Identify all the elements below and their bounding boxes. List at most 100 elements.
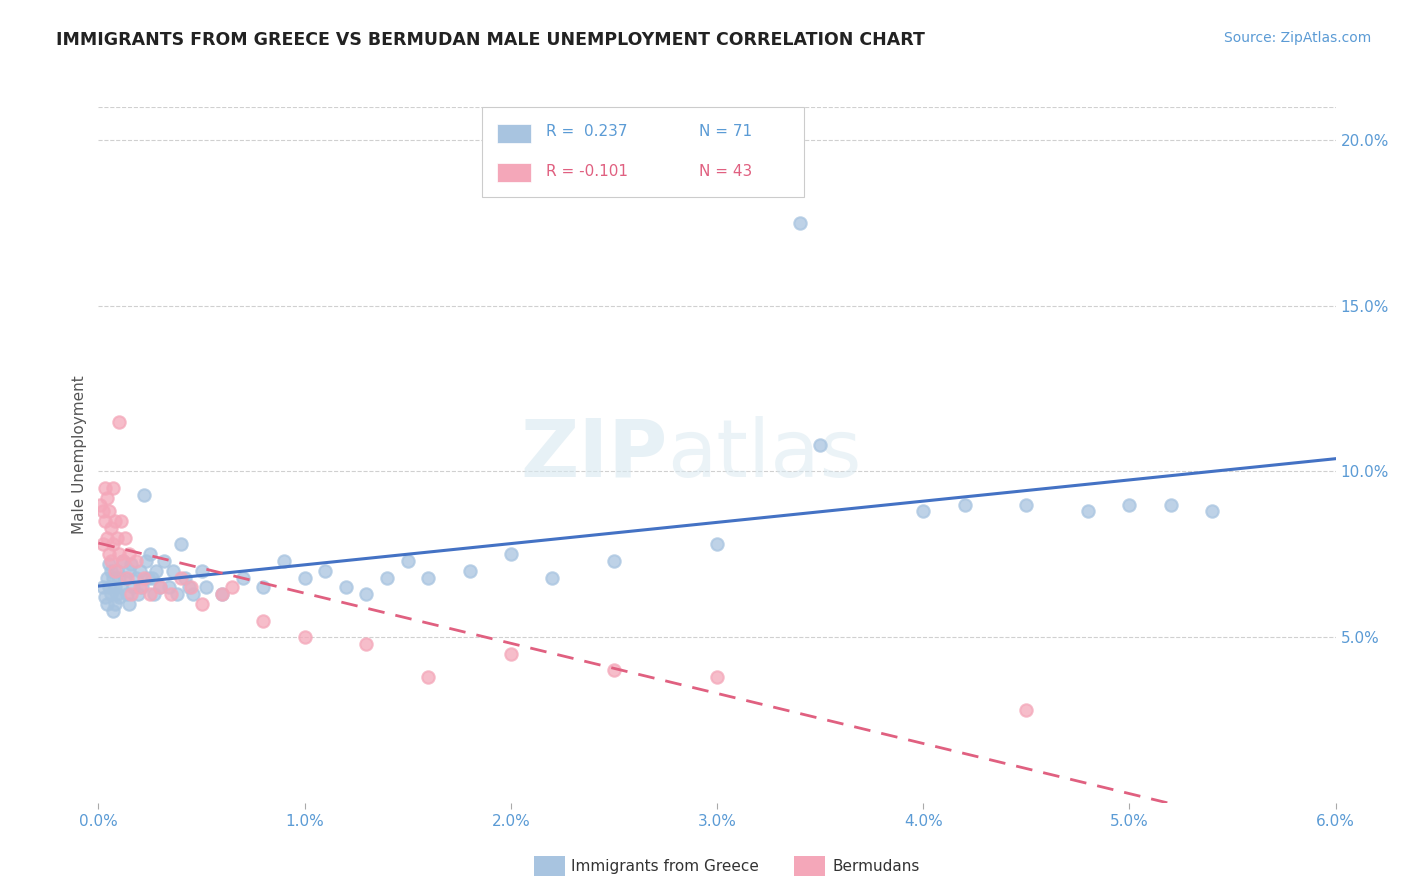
Point bbox=[808, 438, 831, 452]
Point bbox=[603, 663, 626, 677]
Point bbox=[101, 604, 124, 618]
Point bbox=[91, 581, 114, 595]
Point bbox=[100, 554, 122, 568]
Point bbox=[458, 564, 481, 578]
Point bbox=[706, 537, 728, 551]
Point bbox=[181, 587, 204, 601]
Point bbox=[97, 558, 120, 572]
Point bbox=[120, 587, 142, 601]
Point bbox=[1015, 498, 1038, 512]
Point bbox=[157, 581, 180, 595]
Point bbox=[335, 581, 357, 595]
Point bbox=[128, 564, 150, 578]
Point bbox=[97, 504, 120, 518]
Point bbox=[356, 587, 378, 601]
Point bbox=[127, 587, 149, 601]
Point bbox=[180, 581, 202, 595]
Point bbox=[93, 514, 115, 528]
FancyBboxPatch shape bbox=[496, 124, 531, 144]
Point bbox=[1015, 703, 1038, 717]
Point bbox=[252, 581, 274, 595]
Point bbox=[104, 564, 127, 578]
Point bbox=[124, 570, 146, 584]
Point bbox=[139, 587, 162, 601]
Point bbox=[112, 554, 135, 568]
Point bbox=[159, 587, 181, 601]
Text: ZIP: ZIP bbox=[520, 416, 668, 494]
Point bbox=[118, 547, 141, 561]
Point bbox=[294, 570, 316, 584]
Point bbox=[139, 547, 162, 561]
Point bbox=[128, 581, 150, 595]
Point bbox=[131, 581, 153, 595]
Point bbox=[101, 570, 124, 584]
Point bbox=[105, 564, 128, 578]
Point bbox=[1118, 498, 1140, 512]
Point bbox=[97, 547, 120, 561]
Point bbox=[1077, 504, 1099, 518]
Point bbox=[141, 570, 163, 584]
Point bbox=[221, 581, 243, 595]
Point bbox=[194, 581, 217, 595]
Point bbox=[418, 670, 440, 684]
Point bbox=[418, 570, 440, 584]
Point bbox=[314, 564, 336, 578]
Point bbox=[174, 570, 197, 584]
Point bbox=[110, 514, 132, 528]
Point bbox=[149, 581, 172, 595]
Point bbox=[105, 587, 128, 601]
Point bbox=[91, 504, 114, 518]
Text: Bermudans: Bermudans bbox=[832, 859, 920, 873]
Point bbox=[273, 554, 295, 568]
Point bbox=[108, 415, 131, 429]
Point bbox=[1160, 498, 1182, 512]
Point bbox=[252, 614, 274, 628]
Point bbox=[122, 581, 145, 595]
Text: N = 43: N = 43 bbox=[699, 164, 752, 179]
Point bbox=[104, 597, 127, 611]
Text: Immigrants from Greece: Immigrants from Greece bbox=[571, 859, 759, 873]
Point bbox=[96, 491, 118, 505]
Point bbox=[499, 547, 522, 561]
Point bbox=[190, 597, 212, 611]
Point bbox=[396, 554, 419, 568]
Point bbox=[93, 481, 115, 495]
Text: R =  0.237: R = 0.237 bbox=[547, 124, 628, 139]
Point bbox=[953, 498, 976, 512]
Point bbox=[132, 488, 155, 502]
Point bbox=[170, 537, 193, 551]
Point bbox=[1201, 504, 1223, 518]
Point bbox=[89, 498, 111, 512]
Point bbox=[135, 554, 157, 568]
Point bbox=[211, 587, 233, 601]
Point bbox=[108, 570, 131, 584]
Point bbox=[124, 554, 146, 568]
Point bbox=[375, 570, 398, 584]
Point bbox=[132, 570, 155, 584]
Point bbox=[101, 481, 124, 495]
Point bbox=[120, 558, 142, 572]
Text: Source: ZipAtlas.com: Source: ZipAtlas.com bbox=[1223, 31, 1371, 45]
Point bbox=[145, 564, 167, 578]
Point bbox=[143, 587, 166, 601]
Point bbox=[105, 531, 128, 545]
Point bbox=[100, 564, 122, 578]
Point bbox=[499, 647, 522, 661]
Y-axis label: Male Unemployment: Male Unemployment bbox=[72, 376, 87, 534]
Point bbox=[118, 564, 141, 578]
Point bbox=[104, 514, 127, 528]
Point bbox=[97, 581, 120, 595]
Point bbox=[179, 581, 201, 595]
Point bbox=[114, 531, 136, 545]
Point bbox=[104, 581, 127, 595]
Point bbox=[96, 570, 118, 584]
Point bbox=[91, 537, 114, 551]
Point bbox=[541, 570, 564, 584]
FancyBboxPatch shape bbox=[482, 107, 804, 197]
Text: IMMIGRANTS FROM GREECE VS BERMUDAN MALE UNEMPLOYMENT CORRELATION CHART: IMMIGRANTS FROM GREECE VS BERMUDAN MALE … bbox=[56, 31, 925, 49]
Point bbox=[100, 587, 122, 601]
Text: R = -0.101: R = -0.101 bbox=[547, 164, 628, 179]
Point bbox=[232, 570, 254, 584]
Point bbox=[93, 591, 115, 605]
Point bbox=[603, 554, 626, 568]
